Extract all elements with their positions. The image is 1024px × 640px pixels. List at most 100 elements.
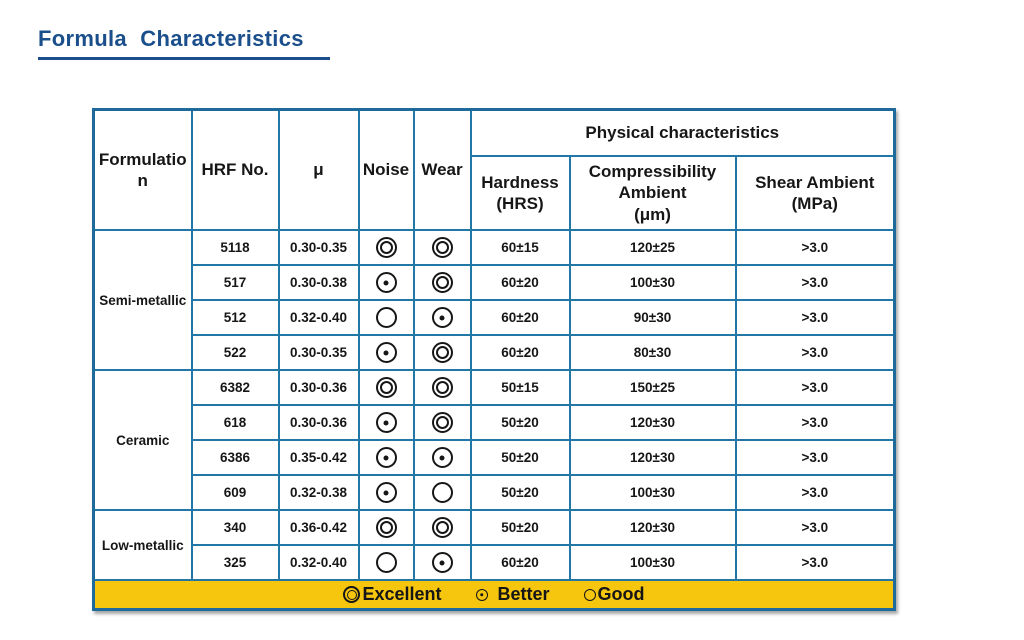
legend-label-good: Good: [597, 584, 645, 604]
mu-cell: 0.35-0.42: [277, 439, 360, 476]
hardness-cell: 60±20: [469, 299, 571, 336]
table-row: 325 0.32-0.40 60±20 100±30 >3.0: [94, 544, 896, 581]
col-header-compressibility: Compressibility Ambient (μm): [568, 155, 737, 231]
hrf-no-cell: 609: [190, 474, 280, 511]
col-header-mu: μ: [277, 108, 360, 231]
col-header-wear: Wear: [412, 108, 472, 231]
rating-good-icon: [375, 307, 397, 328]
rating-excellent-icon: [431, 377, 453, 398]
wear-rating-cell: [412, 369, 472, 406]
col-header-shear: Shear Ambient (MPa): [734, 155, 896, 231]
rating-better-icon: [375, 447, 397, 468]
rating-excellent-icon: [431, 517, 453, 538]
wear-rating-cell: [412, 509, 472, 546]
hrf-no-cell: 517: [190, 264, 280, 301]
noise-rating-cell: [357, 544, 415, 581]
legend-label-better: Better: [497, 584, 550, 604]
rating-better-icon: [375, 272, 397, 293]
mu-cell: 0.30-0.38: [277, 264, 360, 301]
mu-cell: 0.32-0.40: [277, 544, 360, 581]
rating-excellent-icon: [431, 272, 453, 293]
compressibility-cell: 120±25: [568, 229, 737, 266]
shear-cell: >3.0: [734, 474, 896, 511]
legend-row: Excellent Better Good: [92, 579, 896, 611]
rating-better-icon: [375, 342, 397, 363]
compressibility-label: Compressibility Ambient: [588, 162, 717, 203]
shear-cell: >3.0: [734, 229, 896, 266]
table-row: Ceramic 6382 0.30-0.36 50±15 150±25 >3.0: [92, 369, 896, 511]
legend-bar: Excellent Better Good: [92, 579, 896, 611]
noise-rating-cell: [357, 299, 415, 336]
table-row: 609 0.32-0.38 50±20 100±30 >3.0: [94, 474, 896, 511]
rating-good-icon: [375, 552, 397, 573]
table-row: 618 0.30-0.36 50±20 120±30 >3.0: [94, 404, 896, 441]
hrf-no-cell: 325: [190, 544, 280, 581]
formulation-group-label: Semi-metallic: [92, 229, 193, 371]
wear-rating-cell: [412, 299, 472, 336]
formulation-group-label: Low-metallic: [92, 509, 193, 581]
mu-cell: 0.30-0.36: [277, 404, 360, 441]
rating-better-icon: [431, 307, 453, 328]
compressibility-cell: 100±30: [568, 544, 737, 581]
compressibility-cell: 100±30: [568, 474, 737, 511]
shear-cell: >3.0: [734, 264, 896, 301]
rating-better-icon: [375, 482, 397, 503]
hrf-no-cell: 512: [190, 299, 280, 336]
header-row-2: Hardness (HRS) Compressibility Ambient (…: [94, 155, 896, 231]
shear-cell: >3.0: [734, 299, 896, 336]
shear-cell: >3.0: [734, 509, 896, 546]
hardness-unit: (HRS): [496, 194, 544, 213]
hardness-cell: 60±20: [469, 264, 571, 301]
hardness-cell: 60±20: [469, 334, 571, 371]
mu-cell: 0.30-0.35: [277, 229, 360, 266]
wear-rating-cell: [412, 439, 472, 476]
compressibility-unit: (μm): [634, 204, 671, 224]
header-row-1: Formulation HRF No. μ Noise Wear Physica…: [92, 108, 896, 231]
hardness-cell: 60±20: [469, 544, 571, 581]
compressibility-cell: 120±30: [568, 439, 737, 476]
hrf-no-cell: 618: [190, 404, 280, 441]
shear-cell: >3.0: [734, 334, 896, 371]
hardness-cell: 50±15: [469, 369, 571, 406]
compressibility-cell: 150±25: [568, 369, 737, 406]
mu-cell: 0.30-0.35: [277, 334, 360, 371]
mu-cell: 0.30-0.36: [277, 369, 360, 406]
rating-legend: Excellent Better Good: [96, 584, 893, 605]
formulation-group-label: Ceramic: [92, 369, 193, 511]
col-header-formulation: Formulation: [92, 108, 193, 231]
compressibility-cell: 90±30: [568, 299, 737, 336]
noise-rating-cell: [357, 404, 415, 441]
mu-cell: 0.32-0.40: [277, 299, 360, 336]
mu-cell: 0.36-0.42: [277, 509, 360, 546]
rating-excellent-icon: [431, 412, 453, 433]
wear-rating-cell: [412, 404, 472, 441]
col-header-noise: Noise: [357, 108, 415, 231]
hardness-cell: 50±20: [469, 404, 571, 441]
table-row: 522 0.30-0.35 60±20 80±30 >3.0: [94, 334, 896, 371]
rating-better-icon: [431, 447, 453, 468]
noise-rating-cell: [357, 474, 415, 511]
rating-excellent-icon: [343, 586, 361, 603]
hrf-no-cell: 6382: [190, 369, 280, 406]
shear-unit: (MPa): [791, 194, 838, 213]
noise-rating-cell: [357, 229, 415, 266]
shear-cell: >3.0: [734, 369, 896, 406]
rating-excellent-icon: [375, 517, 397, 538]
noise-rating-cell: [357, 439, 415, 476]
rating-excellent-icon: [375, 237, 397, 258]
rating-excellent-icon: [431, 342, 453, 363]
hrf-no-cell: 340: [190, 509, 280, 546]
noise-rating-cell: [357, 264, 415, 301]
rating-better-icon: [375, 412, 397, 433]
hardness-cell: 50±20: [469, 439, 571, 476]
hrf-no-cell: 522: [190, 334, 280, 371]
col-header-hrf-no: HRF No.: [190, 108, 280, 231]
shear-label: Shear Ambient: [755, 172, 875, 192]
mu-cell: 0.32-0.38: [277, 474, 360, 511]
table-body: Semi-metallic 5118 0.30-0.35 60±15 120±25 >3.…: [92, 229, 896, 581]
table-row: 512 0.32-0.40 60±20 90±30 >3.0: [94, 299, 896, 336]
shear-cell: >3.0: [734, 544, 896, 581]
hrf-no-cell: 6386: [190, 439, 280, 476]
hardness-cell: 50±20: [469, 474, 571, 511]
legend-item-better: Better: [475, 584, 550, 605]
